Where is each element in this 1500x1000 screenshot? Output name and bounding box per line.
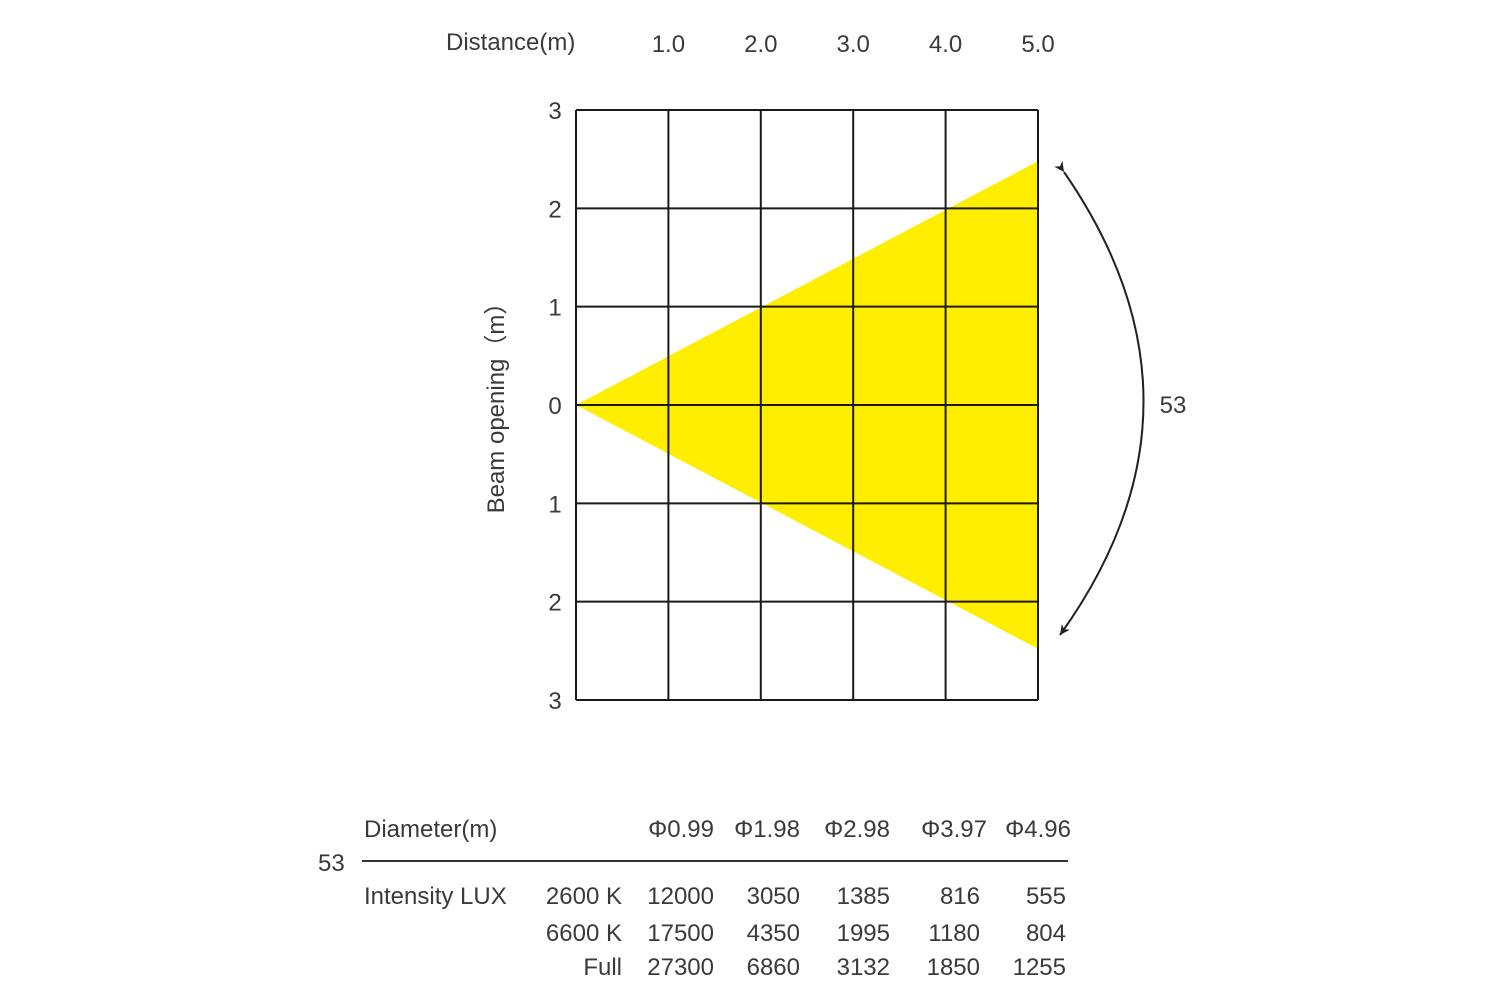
beam-chart: 1.0 2.0 3.0 4.0 5.0 Distance(m) 3 2 1 0 1 2 3 Beam op… (446, 29, 1187, 715)
lux-value: 1385 (836, 883, 890, 910)
lux-value: 555 (1025, 883, 1066, 910)
diameter-value: Φ2.98 (824, 816, 890, 843)
x-tick-label: 2.0 (744, 31, 777, 58)
beam-angle-arc (1054, 160, 1145, 636)
x-tick-label: 5.0 (1021, 31, 1054, 58)
row-label-full: Full (583, 954, 622, 981)
table-rule (362, 860, 1068, 862)
y-tick-label: 1 (548, 491, 561, 518)
lux-value: 1180 (928, 920, 980, 947)
diameter-value: Φ4.96 (1005, 816, 1071, 843)
lux-value: 3050 (746, 883, 800, 910)
row-label-2600k: 2600 K (545, 883, 622, 910)
lux-value: 1995 (836, 920, 890, 947)
lux-value: 1850 (926, 954, 980, 981)
intensity-label: Intensity LUX (364, 883, 507, 910)
diameter-value: Φ1.98 (734, 816, 800, 843)
row-label-6600k: 6600 K (545, 920, 622, 947)
x-tick-label: 4.0 (929, 31, 962, 58)
x-axis-label: Distance(m) (446, 29, 575, 56)
y-axis-label: Beam opening（m） (483, 291, 510, 514)
lux-value: 816 (939, 883, 980, 910)
lux-value: 27300 (647, 954, 714, 981)
y-tick-label: 3 (548, 98, 561, 125)
y-tick-label: 1 (548, 295, 561, 322)
y-tick-label: 3 (548, 688, 561, 715)
y-tick-label: 2 (548, 590, 561, 617)
diameter-label: Diameter(m) (364, 816, 498, 843)
lux-value: 6860 (746, 954, 800, 981)
lux-value: 804 (1025, 920, 1066, 947)
lux-value: 17500 (647, 920, 714, 947)
y-tick-label: 2 (548, 196, 561, 223)
diameter-value: Φ0.99 (648, 816, 714, 843)
y-tick-label: 0 (548, 393, 561, 420)
x-tick-label: 3.0 (837, 31, 870, 58)
lux-value: 3132 (836, 954, 890, 981)
table-angle-label: 53 (318, 850, 345, 877)
x-tick-label: 1.0 (652, 31, 685, 58)
diameter-value: Φ3.97 (921, 816, 987, 843)
lux-value: 4350 (746, 920, 800, 947)
beam-angle-label: 53 (1160, 392, 1187, 419)
lux-value: 12000 (647, 883, 714, 910)
lux-value: 1255 (1012, 954, 1066, 981)
